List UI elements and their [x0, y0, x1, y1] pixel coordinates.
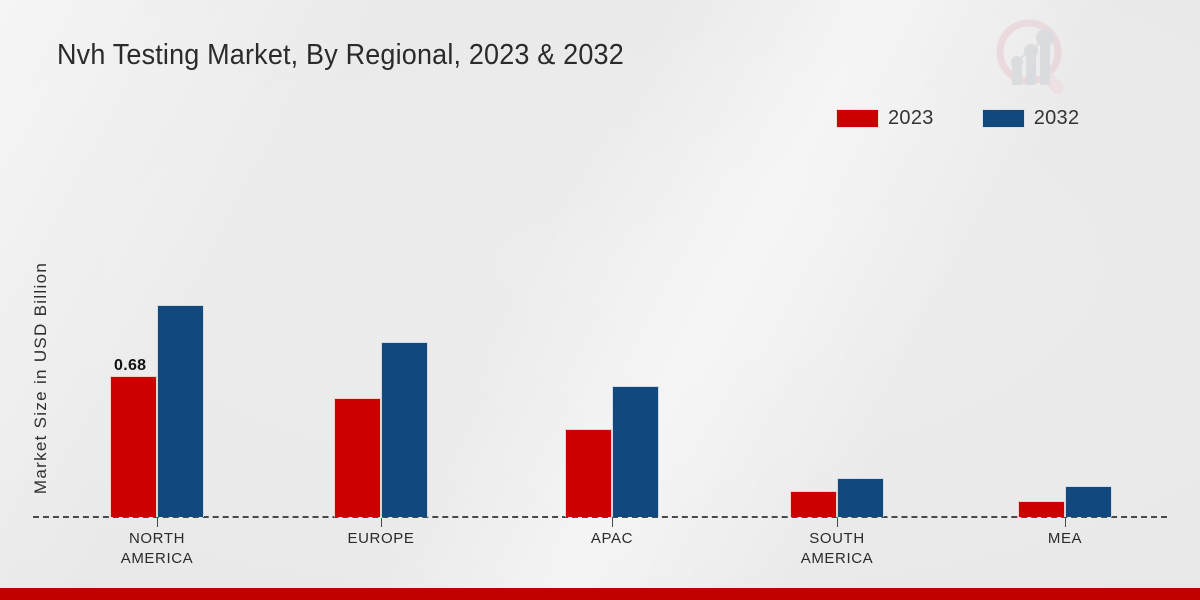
- x-axis-category-label: MEA: [1047, 530, 1083, 547]
- x-axis-tick: [157, 518, 158, 527]
- legend-swatch-2032: [981, 108, 1025, 128]
- bar-2023-4[interactable]: [1018, 501, 1065, 517]
- bar-2032-4[interactable]: [1065, 486, 1112, 517]
- x-axis-category-label: EUROPE: [347, 530, 415, 547]
- legend-label-2023: 2023: [888, 106, 934, 129]
- page-title: Nvh Testing Market, By Regional, 2023 & …: [57, 39, 624, 71]
- legend-item-2032[interactable]: 2032: [981, 106, 1080, 130]
- footer-accent-bar: [0, 588, 1200, 600]
- bar-2023-2[interactable]: [565, 429, 612, 517]
- legend-swatch-2023: [836, 108, 879, 128]
- bar-2023-1[interactable]: [334, 398, 381, 517]
- bar-2032-1[interactable]: [381, 342, 428, 517]
- x-axis-tick: [612, 518, 613, 527]
- bar-2023-0[interactable]: [110, 376, 157, 517]
- x-axis-tick: [381, 518, 382, 527]
- bar-2032-2[interactable]: [612, 386, 659, 517]
- chart-legend: 2023 2032: [836, 107, 1079, 129]
- watermark-logo-icon: [985, 14, 1081, 96]
- legend-label-2032: 2032: [1033, 106, 1080, 129]
- x-axis-tick: [837, 518, 838, 527]
- x-axis-baseline: [33, 516, 1167, 518]
- x-axis-category-label: NORTH AMERICA: [120, 530, 194, 567]
- bar-2032-3[interactable]: [837, 478, 884, 517]
- legend-item-2023[interactable]: 2023: [836, 107, 934, 130]
- bar-value-label: 0.68: [114, 357, 147, 374]
- bar-2023-3[interactable]: [790, 491, 837, 517]
- x-axis-category-label: SOUTH AMERICA: [800, 530, 874, 567]
- bar-2032-0[interactable]: [157, 305, 204, 517]
- x-axis-category-label: APAC: [590, 530, 634, 547]
- x-axis-tick: [1065, 518, 1066, 527]
